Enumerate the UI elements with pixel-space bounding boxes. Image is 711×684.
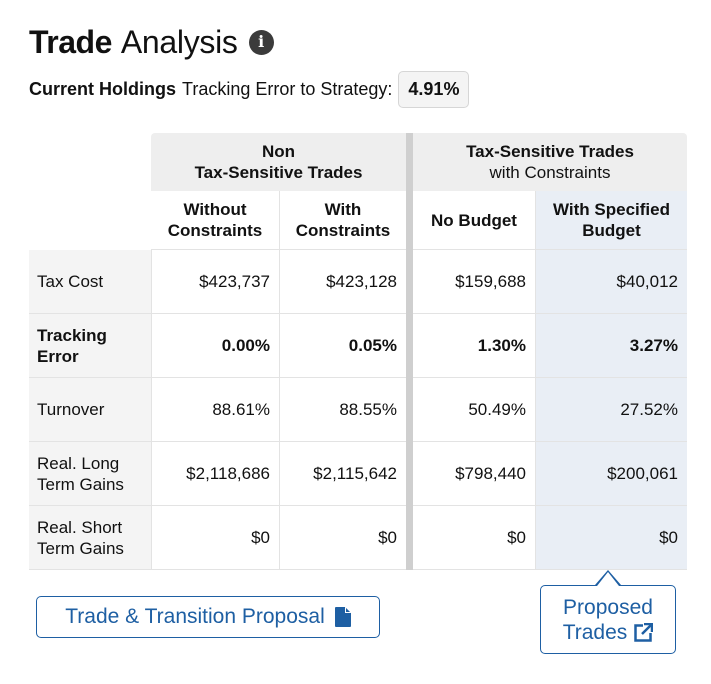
row-label: Tracking Error bbox=[29, 313, 151, 378]
current-holdings-label: Current Holdings bbox=[29, 78, 176, 99]
table-row-tax-cost: Tax Cost $423,737 $423,128 $159,688 $40,… bbox=[29, 249, 687, 314]
proposal-button-label: Trade & Transition Proposal bbox=[65, 605, 325, 628]
table-cell: 0.00% bbox=[150, 313, 280, 378]
group-divider bbox=[406, 133, 413, 570]
row-label: Turnover bbox=[29, 377, 151, 442]
page-title: Trade Analysis i bbox=[29, 22, 274, 62]
table-cell: $2,115,642 bbox=[279, 441, 406, 506]
proposed-trades-label-line2: Trades bbox=[562, 620, 628, 644]
corner-blank bbox=[29, 133, 151, 191]
document-icon bbox=[334, 607, 351, 627]
table-cell: $0 bbox=[413, 505, 536, 570]
table-row-turnover: Turnover 88.61% 88.55% 50.49% 27.52% bbox=[29, 377, 687, 442]
table-cell: 50.49% bbox=[413, 377, 536, 442]
table-cell: $423,128 bbox=[279, 249, 406, 314]
group-header-non-tax: Non Tax-Sensitive Trades bbox=[151, 133, 406, 191]
row-label: Real. Long Term Gains bbox=[29, 441, 151, 506]
proposed-trades-button[interactable]: Proposed Trades bbox=[540, 585, 676, 654]
tracking-error-summary: Current Holdings Tracking Error to Strat… bbox=[29, 70, 470, 108]
trade-transition-proposal-button[interactable]: Trade & Transition Proposal bbox=[36, 596, 380, 638]
tooltip-pointer-fill bbox=[597, 572, 619, 586]
proposed-trades-label-line1: Proposed bbox=[563, 595, 653, 619]
trade-analysis-table: Non Tax-Sensitive Trades Tax-Sensitive T… bbox=[29, 133, 687, 570]
table-cell: $159,688 bbox=[413, 249, 536, 314]
table-cell: $0 bbox=[535, 505, 687, 570]
table-cell: 1.30% bbox=[413, 313, 536, 378]
group-header-tax-sensitive: Tax-Sensitive Trades with Constraints bbox=[413, 133, 687, 191]
table-row-long-term-gains: Real. Long Term Gains $2,118,686 $2,115,6… bbox=[29, 441, 687, 506]
row-label: Real. Short Term Gains bbox=[29, 505, 151, 570]
table-cell: $423,737 bbox=[150, 249, 280, 314]
table-cell: $798,440 bbox=[413, 441, 536, 506]
table-cell: $200,061 bbox=[535, 441, 687, 506]
col-header-without-constraints: Without Constraints bbox=[151, 191, 280, 250]
tracking-error-label: Tracking Error to Strategy: bbox=[182, 78, 393, 99]
table-cell: 88.55% bbox=[279, 377, 406, 442]
table-cell: $0 bbox=[279, 505, 406, 570]
table-cell: $2,118,686 bbox=[150, 441, 280, 506]
table-cell: 3.27% bbox=[535, 313, 687, 378]
title-bold: Trade bbox=[29, 23, 112, 60]
table-row-short-term-gains: Real. Short Term Gains $0 $0 $0 $0 bbox=[29, 505, 687, 570]
table-row-tracking-error: Tracking Error 0.00% 0.05% 1.30% 3.27% bbox=[29, 313, 687, 378]
col-header-with-constraints: With Constraints bbox=[279, 191, 406, 250]
title-light: Analysis bbox=[120, 23, 238, 60]
info-icon[interactable]: i bbox=[248, 29, 274, 55]
row-label: Tax Cost bbox=[29, 249, 151, 314]
col-header-with-specified-budget: With Specified Budget bbox=[535, 191, 687, 250]
table-cell: 27.52% bbox=[535, 377, 687, 442]
table-cell: 0.05% bbox=[279, 313, 406, 378]
table-cell: 88.61% bbox=[150, 377, 280, 442]
corner-blank-2 bbox=[29, 191, 151, 250]
table-cell: $0 bbox=[150, 505, 280, 570]
col-header-no-budget: No Budget bbox=[413, 191, 536, 250]
tracking-error-badge: 4.91% bbox=[398, 70, 470, 108]
table-cell: $40,012 bbox=[535, 249, 687, 314]
external-link-icon bbox=[634, 622, 654, 642]
